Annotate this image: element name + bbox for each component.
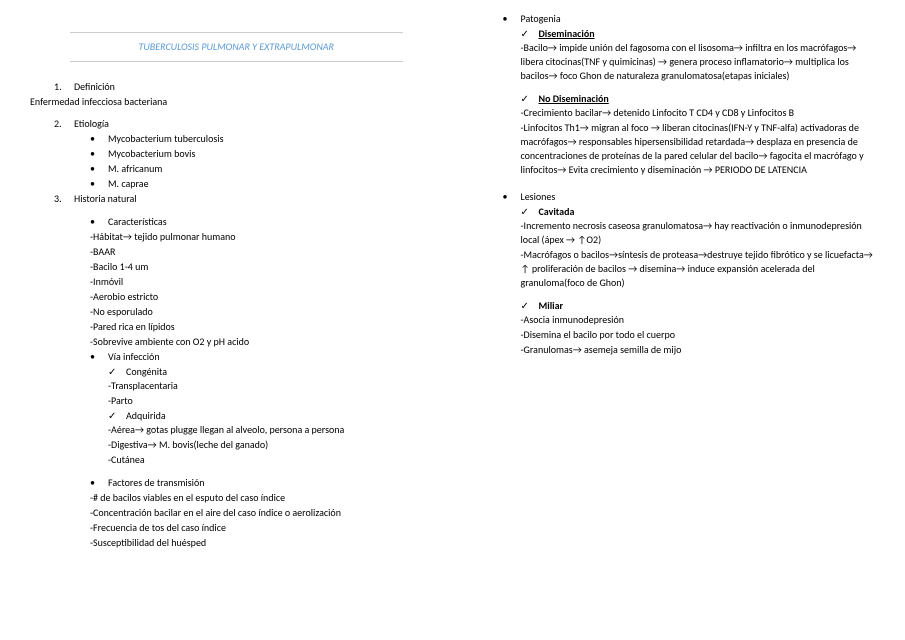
body-text: -Aérea→ gotas plugge llegan al alveolo, …	[108, 423, 443, 437]
list-item: •Mycobacterium bovis	[90, 147, 443, 161]
body-text: -Crecimiento bacilar→ detenido Linfocito…	[521, 106, 876, 120]
check-item: ✓Adquirida	[108, 409, 443, 423]
body-text: -Parto	[108, 394, 443, 408]
list-item-text: Factores de transmisión	[108, 476, 204, 490]
body-text: -Hábitat→ tejido pulmonar humano	[90, 230, 443, 244]
list-item: •Factores de transmisión	[90, 476, 443, 490]
check-item-text: No Diseminación	[539, 92, 609, 106]
check-item-text: Adquirida	[126, 409, 166, 423]
check-item: ✓No Diseminación	[521, 92, 876, 106]
body-text: -Frecuencia de tos del caso índice	[90, 521, 443, 535]
check-item-text: Congénita	[126, 365, 167, 379]
list-item-text: Vía infección	[108, 350, 160, 364]
body-text: -Macrófagos o bacilos→síntesis de protea…	[521, 248, 876, 290]
section-1-text: Enfermedad infecciosa bacteriana	[30, 95, 443, 109]
check-item: ✓Diseminación	[521, 27, 876, 41]
section-1: 1. Definición	[54, 80, 443, 94]
list-item-text: M. africanum	[108, 162, 162, 176]
body-text: -Asocia inmunodepresión	[521, 313, 876, 327]
body-text: -Bacilo 1-4 um	[90, 260, 443, 274]
list-item-text: M. caprae	[108, 177, 149, 191]
right-column: •Patogenia ✓Diseminación -Bacilo→ impide…	[453, 12, 886, 628]
body-text: -Digestiva→ M. bovis(leche del ganado)	[108, 438, 443, 452]
list-item: •Vía infección	[90, 350, 443, 364]
body-text: -Granulomas→ asemeja semilla de mijo	[521, 343, 876, 357]
section-1-num: 1.	[54, 80, 74, 94]
list-item-text: Características	[108, 215, 167, 229]
list-item: •M. caprae	[90, 177, 443, 191]
body-text: -# de bacilos viables en el esputo del c…	[90, 491, 443, 505]
body-text: -Aerobio estricto	[90, 290, 443, 304]
section-3: 3. Historia natural	[54, 192, 443, 206]
left-column: TUBERCULOSIS PULMONAR Y EXTRAPULMONAR 1.…	[20, 12, 453, 628]
check-item-text: Cavitada	[539, 205, 575, 219]
section-3-label: Historia natural	[74, 192, 137, 206]
check-item-text: Miliar	[539, 299, 564, 313]
list-item: •M. africanum	[90, 162, 443, 176]
body-text: -Incremento necrosis caseosa granulomato…	[521, 219, 876, 247]
body-text: -Bacilo→ impide unión del fagosoma con e…	[521, 41, 876, 83]
section-2-label: Etiología	[74, 117, 109, 131]
list-item: •Mycobacterium tuberculosis	[90, 132, 443, 146]
check-item: ✓Miliar	[521, 299, 876, 313]
check-item: ✓Cavitada	[521, 205, 876, 219]
body-text: -BAAR	[90, 245, 443, 259]
list-item-text: Patogenia	[521, 12, 561, 26]
section-2-num: 2.	[54, 117, 74, 131]
list-item: •Patogenia	[503, 12, 876, 26]
body-text: -No esporulado	[90, 305, 443, 319]
body-text: -Inmóvil	[90, 275, 443, 289]
list-item-text: Mycobacterium tuberculosis	[108, 132, 223, 146]
body-text: -Cutánea	[108, 453, 443, 467]
body-text: -Disemina el bacilo por todo el cuerpo	[521, 328, 876, 342]
body-text: -Susceptibilidad del huésped	[90, 536, 443, 550]
section-1-label: Definición	[74, 80, 115, 94]
body-text: -Transplacentaria	[108, 379, 443, 393]
list-item-text: Mycobacterium bovis	[108, 147, 195, 161]
section-2: 2. Etiología	[54, 117, 443, 131]
document-title: TUBERCULOSIS PULMONAR Y EXTRAPULMONAR	[70, 32, 403, 62]
section-3-num: 3.	[54, 192, 74, 206]
body-text: -Concentración bacilar en el aire del ca…	[90, 506, 443, 520]
body-text: -Linfocitos Th1→ migran al foco → libera…	[521, 121, 876, 177]
check-item: ✓Congénita	[108, 365, 443, 379]
body-text: -Sobrevive ambiente con O2 y pH acido	[90, 335, 443, 349]
list-item: •Características	[90, 215, 443, 229]
body-text: -Pared rica en lípidos	[90, 320, 443, 334]
list-item: •Lesiones	[503, 190, 876, 204]
check-item-text: Diseminación	[539, 27, 595, 41]
list-item-text: Lesiones	[521, 190, 556, 204]
